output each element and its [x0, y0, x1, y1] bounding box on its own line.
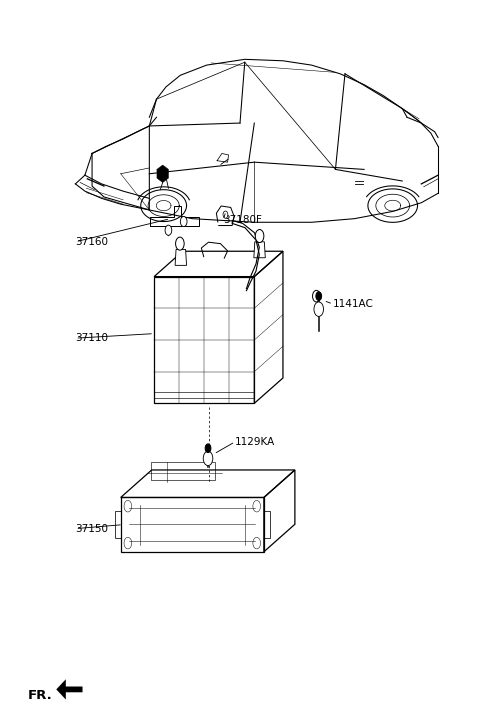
Circle shape [312, 290, 320, 302]
Text: 1141AC: 1141AC [333, 299, 374, 309]
Circle shape [180, 217, 187, 227]
Circle shape [314, 302, 324, 316]
Text: FR.: FR. [28, 688, 52, 702]
Circle shape [203, 451, 213, 465]
Circle shape [316, 292, 322, 300]
Circle shape [165, 225, 172, 236]
Polygon shape [254, 242, 265, 258]
Text: 37160: 37160 [75, 237, 108, 247]
Circle shape [223, 211, 228, 218]
Text: 37150: 37150 [75, 523, 108, 534]
Circle shape [255, 230, 264, 243]
Circle shape [176, 237, 184, 250]
Circle shape [205, 444, 211, 453]
Text: 1129KA: 1129KA [235, 437, 276, 446]
Polygon shape [157, 165, 168, 182]
Polygon shape [175, 249, 187, 265]
Polygon shape [56, 679, 83, 699]
Text: 37180F: 37180F [223, 215, 262, 225]
Text: 37110: 37110 [75, 333, 108, 343]
